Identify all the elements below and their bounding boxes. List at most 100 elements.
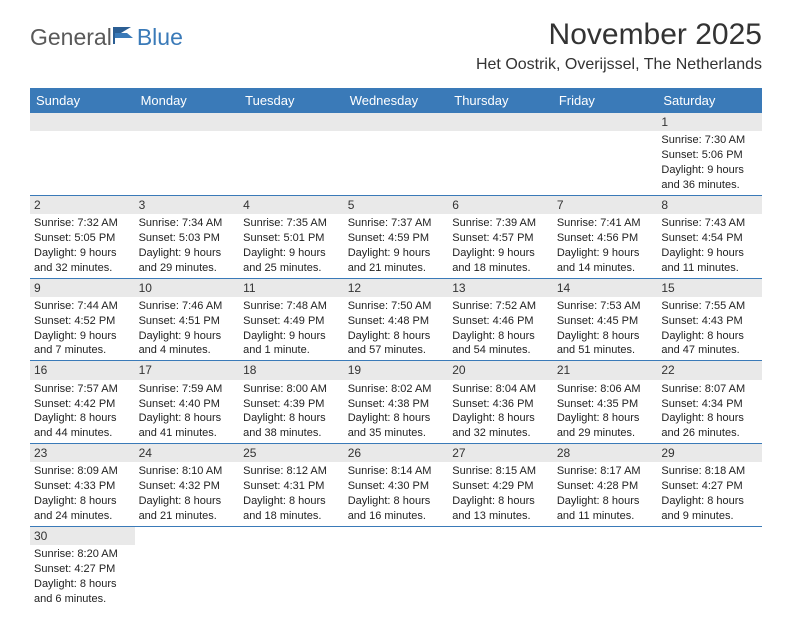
- calendar-cell: [239, 113, 344, 195]
- day-details: Sunrise: 7:55 AMSunset: 4:43 PMDaylight:…: [657, 297, 762, 360]
- day-number: 1: [657, 113, 762, 131]
- calendar-cell: 2Sunrise: 7:32 AMSunset: 5:05 PMDaylight…: [30, 195, 135, 278]
- day-number: 5: [344, 196, 449, 214]
- day-number: 27: [448, 444, 553, 462]
- day-number: 9: [30, 279, 135, 297]
- sunset: Sunset: 4:48 PM: [348, 314, 445, 329]
- calendar-cell: [344, 526, 449, 608]
- sunrise: Sunrise: 7:59 AM: [139, 382, 236, 397]
- calendar-cell: 30Sunrise: 8:20 AMSunset: 4:27 PMDayligh…: [30, 526, 135, 608]
- daylight: Daylight: 8 hours and 11 minutes.: [557, 494, 654, 524]
- sunset: Sunset: 5:06 PM: [661, 148, 758, 163]
- calendar-row: 9 Sunrise: 7:44 AMSunset: 4:52 PM Daylight…: [30, 278, 762, 361]
- sunset: Sunset: 4:40 PM: [139, 397, 236, 412]
- day-details: Sunrise: 8:10 AMSunset: 4:32 PMDaylight:…: [135, 462, 240, 525]
- day-number: 6: [448, 196, 553, 214]
- sunrise: Sunrise: 7:52 AM: [452, 299, 549, 314]
- day-number: 29: [657, 444, 762, 462]
- sunrise: Sunrise: 7:41 AM: [557, 216, 654, 231]
- day-details: Sunrise: 8:14 AMSunset: 4:30 PMDaylight:…: [344, 462, 449, 525]
- sunset: Sunset: 4:29 PM: [452, 479, 549, 494]
- sunset: Sunset: 4:34 PM: [661, 397, 758, 412]
- sunrise: Sunrise: 7:48 AM: [243, 299, 340, 314]
- sunset: Sunset: 4:27 PM: [661, 479, 758, 494]
- day-number: 3: [135, 196, 240, 214]
- day-details: Sunrise: 8:04 AMSunset: 4:36 PMDaylight:…: [448, 380, 553, 443]
- sunset: Sunset: 4:42 PM: [34, 397, 131, 412]
- sunset: Sunset: 4:46 PM: [452, 314, 549, 329]
- sunrise: Sunrise: 7:39 AM: [452, 216, 549, 231]
- calendar-cell: 20Sunrise: 8:04 AMSunset: 4:36 PMDayligh…: [448, 361, 553, 444]
- sunrise: Sunrise: 8:20 AM: [34, 547, 131, 562]
- daylight: Daylight: 9 hours and 18 minutes.: [452, 246, 549, 276]
- day-details: Sunrise: 7:34 AMSunset: 5:03 PMDaylight:…: [135, 214, 240, 277]
- sunrise: Sunrise: 8:18 AM: [661, 464, 758, 479]
- logo: General Blue: [30, 24, 183, 51]
- day-details: Sunrise: 8:06 AMSunset: 4:35 PMDaylight:…: [553, 380, 658, 443]
- sunrise: Sunrise: 8:17 AM: [557, 464, 654, 479]
- sunrise: Sunrise: 8:14 AM: [348, 464, 445, 479]
- sunset: Sunset: 4:28 PM: [557, 479, 654, 494]
- calendar-cell: 24Sunrise: 8:10 AMSunset: 4:32 PMDayligh…: [135, 444, 240, 527]
- calendar-cell: 23Sunrise: 8:09 AMSunset: 4:33 PMDayligh…: [30, 444, 135, 527]
- calendar-cell: 27Sunrise: 8:15 AMSunset: 4:29 PMDayligh…: [448, 444, 553, 527]
- sunset: Sunset: 4:43 PM: [661, 314, 758, 329]
- sunrise: Sunrise: 8:12 AM: [243, 464, 340, 479]
- day-number: 8: [657, 196, 762, 214]
- day-details: Sunrise: 7:53 AMSunset: 4:45 PMDaylight:…: [553, 297, 658, 360]
- calendar-cell: 15Sunrise: 7:55 AMSunset: 4:43 PMDayligh…: [657, 278, 762, 361]
- day-number: 17: [135, 361, 240, 379]
- day-number: 30: [30, 527, 135, 545]
- calendar-cell: 25Sunrise: 8:12 AMSunset: 4:31 PMDayligh…: [239, 444, 344, 527]
- sunrise: Sunrise: 7:50 AM: [348, 299, 445, 314]
- sunset: Sunset: 4:45 PM: [557, 314, 654, 329]
- sunrise: Sunrise: 8:00 AM: [243, 382, 340, 397]
- sunset: Sunset: 4:33 PM: [34, 479, 131, 494]
- sunrise: Sunrise: 7:46 AM: [139, 299, 236, 314]
- sunrise: Sunrise: 7:34 AM: [139, 216, 236, 231]
- sunset: Sunset: 4:52 PM: [34, 314, 131, 329]
- sunset: Sunset: 4:31 PM: [243, 479, 340, 494]
- daylight: Daylight: 8 hours and 47 minutes.: [661, 329, 758, 359]
- day-number: 23: [30, 444, 135, 462]
- sunset: Sunset: 4:30 PM: [348, 479, 445, 494]
- daylight: Daylight: 8 hours and 57 minutes.: [348, 329, 445, 359]
- calendar-cell: 1Sunrise: 7:30 AMSunset: 5:06 PMDaylight…: [657, 113, 762, 195]
- calendar-cell: 22Sunrise: 8:07 AMSunset: 4:34 PMDayligh…: [657, 361, 762, 444]
- daylight: Daylight: 9 hours and 36 minutes.: [661, 163, 758, 193]
- sunrise: Sunrise: 7:44 AM: [34, 299, 131, 314]
- calendar-cell: 4Sunrise: 7:35 AMSunset: 5:01 PMDaylight…: [239, 195, 344, 278]
- calendar-cell: 10Sunrise: 7:46 AMSunset: 4:51 PMDayligh…: [135, 278, 240, 361]
- daylight: Daylight: 8 hours and 9 minutes.: [661, 494, 758, 524]
- day-number: 13: [448, 279, 553, 297]
- calendar-cell: 9Sunrise: 7:44 AMSunset: 4:52 PMDaylight…: [30, 278, 135, 361]
- weekday-header: Tuesday: [239, 88, 344, 113]
- calendar-cell: 16Sunrise: 7:57 AMSunset: 4:42 PMDayligh…: [30, 361, 135, 444]
- sunset: Sunset: 4:38 PM: [348, 397, 445, 412]
- daylight: Daylight: 9 hours and 14 minutes.: [557, 246, 654, 276]
- month-title: November 2025: [476, 18, 762, 52]
- logo-text-general: General: [30, 24, 112, 51]
- sunrise: Sunrise: 8:07 AM: [661, 382, 758, 397]
- calendar-cell: 26Sunrise: 8:14 AMSunset: 4:30 PMDayligh…: [344, 444, 449, 527]
- calendar-cell: 11Sunrise: 7:48 AMSunset: 4:49 PMDayligh…: [239, 278, 344, 361]
- daylight: Daylight: 8 hours and 38 minutes.: [243, 411, 340, 441]
- calendar-cell: 13Sunrise: 7:52 AMSunset: 4:46 PMDayligh…: [448, 278, 553, 361]
- calendar-cell: 17Sunrise: 7:59 AMSunset: 4:40 PMDayligh…: [135, 361, 240, 444]
- sunset: Sunset: 4:36 PM: [452, 397, 549, 412]
- day-details: Sunrise: 8:09 AMSunset: 4:33 PMDaylight:…: [30, 462, 135, 525]
- calendar-cell: 6 Sunrise: 7:39 AMSunset: 4:57 PMDaylight…: [448, 195, 553, 278]
- weekday-header: Friday: [553, 88, 658, 113]
- sunset: Sunset: 4:57 PM: [452, 231, 549, 246]
- daylight: Daylight: 9 hours and 1 minute.: [243, 329, 340, 359]
- calendar-cell: 3Sunrise: 7:34 AMSunset: 5:03 PMDaylight…: [135, 195, 240, 278]
- weekday-header: Saturday: [657, 88, 762, 113]
- calendar-row: 30Sunrise: 8:20 AMSunset: 4:27 PMDayligh…: [30, 526, 762, 608]
- day-number: 4: [239, 196, 344, 214]
- day-number: 15: [657, 279, 762, 297]
- weekday-header: Sunday: [30, 88, 135, 113]
- sunrise: Sunrise: 7:35 AM: [243, 216, 340, 231]
- location: Het Oostrik, Overijssel, The Netherlands: [476, 56, 762, 74]
- day-details: Sunrise: 7:50 AMSunset: 4:48 PMDaylight:…: [344, 297, 449, 360]
- day-details: Sunrise: 7:37 AMSunset: 4:59 PMDaylight:…: [344, 214, 449, 277]
